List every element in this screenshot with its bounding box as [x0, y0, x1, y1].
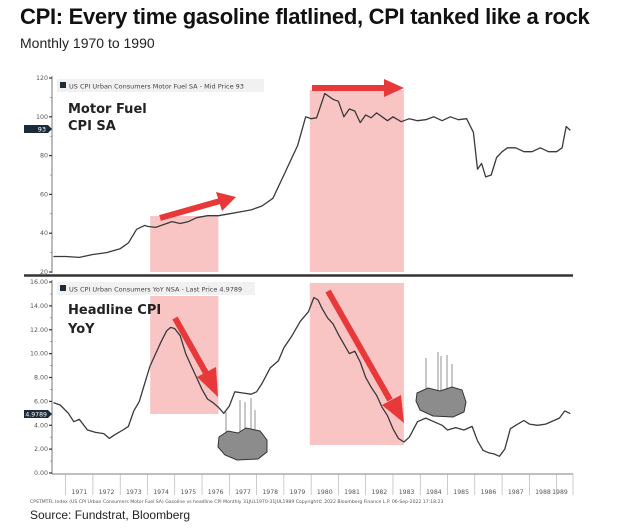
x-tick-label: 1974 — [153, 489, 169, 496]
arrow-down-1975 — [172, 316, 218, 397]
bottom-y-tick-label: 2.00 — [34, 446, 48, 453]
bottom-panel-title-line1: Headline CPI — [68, 303, 161, 318]
bottom-panel-title-line2: YoY — [67, 322, 95, 337]
bottom-legend-box — [57, 282, 255, 295]
bottom-y-tick-label: 14.00 — [30, 303, 48, 310]
bottom-y-tick-label: 4.00 — [34, 422, 48, 429]
bottom-last-value-tag: 4.9789 — [24, 410, 52, 419]
axes-layer: 20 40 60 80 100 120 0.00 2.00 4.00 6.00 8.00 10.00 1… — [30, 75, 574, 496]
bottom-series-line-0 — [53, 296, 571, 457]
arrow-up-right-1974 — [159, 192, 236, 221]
x-tick-label: 1988 — [535, 489, 551, 496]
x-tick-label: 1983 — [399, 489, 415, 496]
arrow-right-1980 — [312, 79, 404, 97]
x-tick-label: 1973 — [126, 489, 142, 496]
source-note: Source: Fundstrat, Bloomberg — [30, 508, 191, 522]
bottom-legend-text: US CPI Urban Consumers YoY NSA - Last Pr… — [69, 286, 242, 294]
x-tick-label: 1982 — [371, 489, 387, 496]
top-y-tick-label: 40 — [40, 230, 48, 237]
top-series-line-0 — [53, 92, 571, 259]
x-tick-label: 1980 — [317, 489, 333, 496]
bottom-legend-swatch — [60, 285, 66, 291]
x-tick-label: 1975 — [181, 489, 197, 496]
bottom-y-tick-label: 16.00 — [30, 279, 48, 286]
top-legend-swatch — [60, 82, 66, 88]
top-legend-box — [57, 79, 264, 92]
highlight-bottom-0 — [150, 296, 219, 414]
top-last-value-tag: 93 — [24, 125, 52, 134]
bottom-last-value-label: 4.9789 — [25, 412, 47, 419]
bottom-y-tick-label: 8.00 — [34, 375, 48, 382]
top-y-tick-label: 60 — [40, 191, 48, 198]
bottom-y-tick-label: 0.00 — [34, 470, 48, 477]
x-tick-label: 1987 — [508, 489, 524, 496]
x-tick-label: 1977 — [235, 489, 251, 496]
top-last-value-label: 93 — [38, 126, 46, 134]
x-tick-label: 1989 — [552, 489, 568, 496]
x-tick-label: 1976 — [208, 489, 224, 496]
top-panel-title-line1: Motor Fuel — [68, 102, 147, 117]
falling-rock-icon-1977 — [217, 398, 268, 461]
highlight-top-1 — [309, 90, 404, 272]
bloomberg-footer-text: CPSTMTFL Index (US CPI Urban Consumers M… — [30, 498, 444, 505]
top-y-tick-label: 100 — [36, 114, 48, 121]
x-tick-label: 1972 — [99, 489, 115, 496]
x-tick-label: 1981 — [344, 489, 360, 496]
highlight-layer — [150, 90, 404, 445]
falling-rock-icon-1984 — [415, 352, 467, 418]
top-y-tick-label: 80 — [40, 153, 48, 160]
x-tick-label: 1971 — [71, 489, 87, 496]
top-legend-text: US CPI Urban Consumers Motor Fuel SA - M… — [69, 83, 244, 91]
highlight-top-0 — [150, 216, 219, 272]
line-layer — [53, 92, 571, 457]
bottom-y-tick-label: 6.00 — [34, 398, 48, 405]
chart-subtitle: Monthly 1970 to 1990 — [20, 35, 155, 51]
chart-title: CPI: Every time gasoline flatlined, CPI … — [20, 4, 590, 29]
top-y-tick-label: 20 — [40, 269, 48, 276]
x-tick-label: 1985 — [453, 489, 469, 496]
x-tick-label: 1978 — [262, 489, 278, 496]
top-y-tick-label: 120 — [36, 75, 48, 82]
x-tick-label: 1979 — [290, 489, 306, 496]
bottom-y-tick-label: 12.00 — [30, 327, 48, 334]
bottom-y-tick-label: 10.00 — [30, 351, 48, 358]
arrow-down-1980 — [325, 289, 404, 423]
x-tick-label: 1984 — [426, 489, 442, 496]
x-tick-label: 1986 — [481, 489, 497, 496]
top-panel-title-line2: CPI SA — [68, 119, 116, 134]
